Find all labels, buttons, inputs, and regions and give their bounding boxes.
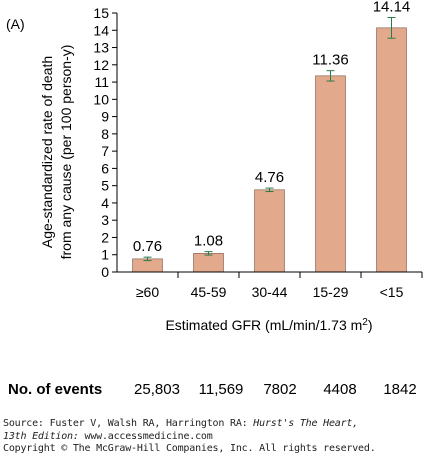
panel-label: (A) (6, 16, 25, 32)
y-tick-label: 14 (93, 22, 109, 38)
x-axis: ≥60 45-59 30-44 15-29 <15 (117, 271, 423, 300)
events-value: 25,803 (134, 381, 180, 398)
source-copyright: Copyright © The McGraw-Hill Companies, I… (3, 443, 376, 454)
events-value: 7802 (263, 381, 297, 398)
source-book: Hurst's The Heart, (253, 418, 359, 429)
x-axis-label-main: Estimated GFR (mL/min/1.73 m (165, 317, 362, 333)
y-tick-label: 2 (101, 229, 109, 245)
x-axis-label-sup: 2 (362, 317, 368, 328)
bars: 0.76 1.08 4.76 11.36 14.14 (132, 0, 411, 273)
events-value: 11,569 (198, 381, 244, 398)
y-axis-label-line-1: Age-standardized rate of death (39, 56, 55, 248)
y-tick-label: 10 (93, 91, 109, 107)
data-label: 4.76 (255, 169, 284, 186)
data-label: 1.08 (194, 233, 223, 250)
y-tick-label: 15 (93, 5, 109, 21)
data-label: 11.36 (312, 52, 348, 69)
bar (315, 75, 346, 273)
x-tick-label: 45-59 (191, 284, 227, 300)
y-tick-label: 9 (101, 109, 109, 125)
y-tick-label: 0 (101, 264, 109, 280)
x-tick-label: <15 (380, 284, 404, 300)
x-tick-label: ≥60 (136, 284, 159, 300)
events-value: 4408 (323, 381, 357, 398)
source-line-2: 13th Edition: www.accessmedicine.com (3, 431, 376, 444)
bar (193, 253, 224, 273)
events-title: No. of events (8, 381, 103, 398)
y-tick-label: 7 (101, 143, 109, 159)
y-axis-label-line-2: from any cause (per 100 person-y) (58, 45, 74, 260)
x-tick-label: 30-44 (252, 284, 288, 300)
source-site: www.accessmedicine.com (78, 430, 213, 442)
bar (376, 27, 407, 273)
y-tick-label: 13 (93, 40, 109, 56)
y-tick-label: 3 (101, 212, 109, 228)
source-line-1: Source: Fuster V, Walsh RA, Harrington R… (3, 418, 376, 431)
data-label: 14.14 (373, 0, 411, 15)
y-tick-label: 5 (101, 178, 109, 194)
data-label: 0.76 (133, 238, 162, 255)
events-value: 1842 (383, 381, 417, 398)
y-tick-label: 6 (101, 160, 109, 176)
bar (254, 189, 285, 273)
x-axis-label-end: ) (368, 317, 373, 333)
source-note: Source: Fuster V, Walsh RA, Harrington R… (3, 418, 376, 456)
y-tick-label: 11 (94, 74, 109, 90)
source-edition: 13th Edition: (3, 430, 79, 442)
y-tick-label: 8 (101, 126, 109, 142)
x-axis-label: Estimated GFR (mL/min/1.73 m2) (165, 317, 372, 334)
y-tick-label: 4 (101, 195, 109, 211)
y-tick-label: 1 (101, 247, 109, 263)
x-tick-label: 15-29 (313, 284, 349, 300)
events-row: No. of events 25,803 11,569 7802 4408 18… (0, 381, 429, 403)
source-prefix: Source: Fuster V, Walsh RA, Harrington R… (3, 418, 254, 429)
y-tick-label: 12 (93, 57, 109, 73)
